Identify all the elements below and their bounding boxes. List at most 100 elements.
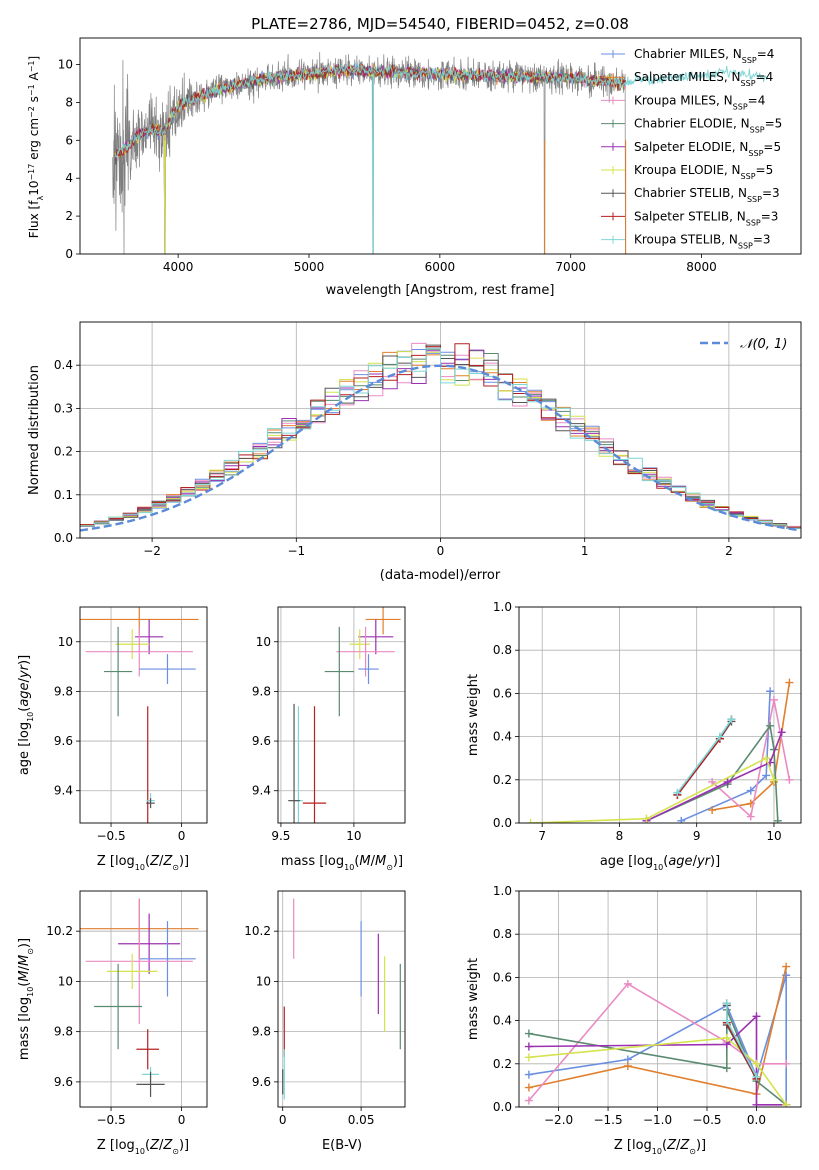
model-line-kroupa-stelib [114, 62, 623, 254]
y-tick-label: 9.8 [54, 684, 73, 698]
mass_vs_Z-axes: −0.5 0 9.6 9.8 10 10.2 [46, 891, 207, 1127]
legend-label-5: Kroupa ELODIE, NSSP=5 [634, 163, 773, 181]
y-tick-label: 0.0 [493, 816, 512, 830]
weight-marker [727, 715, 736, 724]
y-tick-label: 10 [256, 635, 271, 649]
weight-marker [752, 1059, 761, 1068]
weight_vs_age-axes: 7 8 9 10 0.0 0.2 0.4 0.6 0.8 1.0 [493, 600, 801, 843]
weight-marker [746, 812, 755, 821]
y-tick-label: 9.8 [252, 684, 271, 698]
weight_vs_age-plot [526, 678, 794, 823]
legend-gaussian-label: 𝒩(0, 1) [740, 337, 787, 352]
weight-marker [769, 695, 778, 704]
x-tick-label: 1 [581, 544, 589, 558]
x-tick-label: 0 [178, 1113, 186, 1127]
weight-marker [722, 999, 731, 1008]
y-tick-label: 0.8 [493, 927, 512, 941]
weight-marker [722, 1016, 731, 1025]
weight-marker [673, 788, 682, 797]
x-tick-label: 8000 [686, 260, 717, 274]
weight-marker [723, 777, 732, 786]
weight-marker [722, 1033, 731, 1042]
weight-vs-age-xlabel: age [log10(age/yr)] [600, 854, 720, 872]
x-tick-label: −0.5 [96, 829, 125, 843]
y-tick-label: 0.1 [54, 488, 73, 502]
weight-marker [526, 819, 535, 823]
x-tick-label: 5000 [294, 260, 325, 274]
y-tick-label: 0.2 [493, 773, 512, 787]
age-vs-z-ylabel: age [log10(age/yr)] [17, 655, 35, 775]
y-tick-label: 9.6 [54, 1075, 73, 1089]
age_vs_Z-plot [80, 607, 199, 823]
y-tick-label: 9.4 [252, 784, 271, 798]
y-tick-label: 2 [65, 209, 73, 223]
y-tick-label: 9.4 [54, 784, 73, 798]
legend-label-2: Kroupa MILES, NSSP=4 [634, 93, 765, 111]
mass-vs-z-ylabel: mass [log10(M/M⊙)] [17, 938, 35, 1060]
weight-marker [623, 979, 632, 988]
legend-label-1: Salpeter MILES, NSSP=4 [634, 70, 773, 88]
legend-label-4: Salpeter ELODIE, NSSP=5 [634, 140, 781, 158]
weight-line-5 [530, 757, 775, 823]
y-tick-label: 4 [65, 171, 73, 185]
x-tick-label: −1.0 [643, 1113, 672, 1127]
model-extension-line [622, 65, 768, 87]
weight-marker [722, 1064, 731, 1073]
x-tick-label: 10 [346, 829, 361, 843]
mass_vs_ebv-plot [282, 898, 401, 1100]
spectrum-plot [112, 52, 768, 254]
y-tick-label: 0.0 [54, 531, 73, 545]
y-tick-label: 10 [58, 635, 73, 649]
age-vs-z-xlabel: Z [log10(Z/Z⊙)] [97, 854, 189, 872]
weight-line-4 [646, 732, 783, 822]
x-tick-label: 9 [693, 829, 701, 843]
y-tick-label: 0.2 [54, 445, 73, 459]
weight-marker [766, 687, 775, 696]
y-tick-label: 0 [65, 247, 73, 261]
x-tick-label: 7000 [555, 260, 586, 274]
x-tick-label: 10 [766, 829, 781, 843]
weight-marker [623, 1061, 632, 1070]
weight-marker [677, 816, 686, 823]
y-tick-label: 10 [256, 974, 271, 988]
x-tick-label: 0 [437, 544, 445, 558]
legend-label-7: Salpeter STELIB, NSSP=3 [634, 209, 778, 227]
legend-label-8: Kroupa STELIB, NSSP=3 [634, 233, 771, 251]
age_vs_mass-axes: 9.5 10 9.4 9.6 9.8 10 [252, 607, 405, 843]
residual_histogram-frame [79, 321, 802, 539]
y-tick-label: 9.6 [252, 1075, 271, 1089]
weight-marker [524, 1029, 533, 1038]
y-tick-label: 9.8 [54, 1025, 73, 1039]
age-vs-mass-xlabel: mass [log10(M/M⊙)] [281, 854, 403, 872]
y-tick-label: 9.6 [54, 734, 73, 748]
x-tick-label: 2 [725, 544, 733, 558]
mass_vs_Z-plot [80, 898, 199, 1097]
x-tick-label: 0.05 [348, 1113, 375, 1127]
y-tick-label: 10.2 [46, 924, 73, 938]
residual_histogram-plot [80, 342, 801, 532]
mass-vs-z-xlabel: Z [log10(Z/Z⊙)] [97, 1138, 189, 1156]
spectrum-frame [79, 37, 802, 255]
weight-marker [524, 1083, 533, 1092]
x-tick-label: −1 [287, 544, 305, 558]
weight_vs_age-frame [518, 606, 802, 824]
weight-marker [524, 1096, 533, 1105]
x-tick-label: −2 [143, 544, 161, 558]
weight-marker [782, 962, 791, 971]
x-tick-label: 9.5 [271, 829, 290, 843]
y-tick-label: 1.0 [493, 884, 512, 898]
x-tick-label: 0 [279, 1113, 287, 1127]
weight-marker [708, 806, 717, 815]
weight-marker [524, 1042, 533, 1051]
figure-title: PLATE=2786, MJD=54540, FIBERID=0452, z=0… [251, 15, 629, 33]
x-tick-label: 0 [178, 829, 186, 843]
x-tick-label: −2.0 [544, 1113, 573, 1127]
y-tick-label: 0.8 [493, 643, 512, 657]
mass_vs_ebv-frame [277, 890, 406, 1108]
weight-marker [769, 775, 778, 784]
weight-line-0 [528, 974, 787, 1105]
spectrum-axes: 4000 5000 6000 7000 8000 0 2 4 6 8 10 [58, 58, 717, 274]
weight-vs-z-ylabel: mass weight [466, 958, 481, 1040]
y-tick-label: 10 [58, 58, 73, 72]
weight-marker [524, 1053, 533, 1062]
